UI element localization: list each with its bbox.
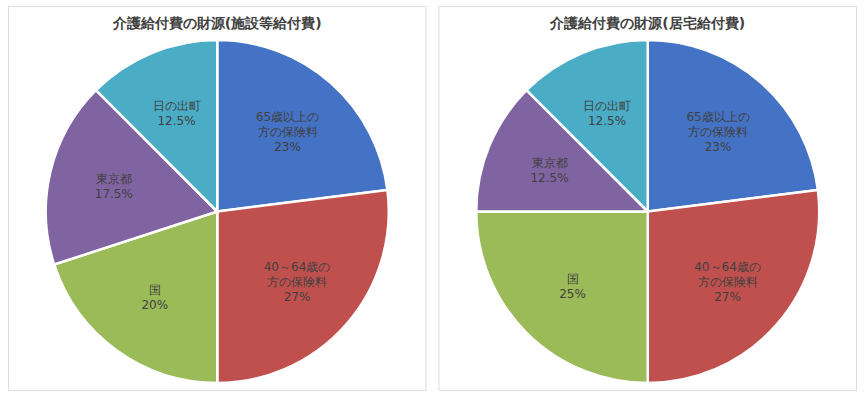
slice-value-label: 12.5% <box>157 114 195 128</box>
chart-root: 介護給付費の財源(施設等給付費)65歳以上の方の保険料23%40～64歳の方の保… <box>0 0 865 397</box>
slice-category: 65歳以上の <box>256 110 319 124</box>
slice-category: 40～64歳の <box>694 260 761 274</box>
slice-label: 65歳以上の方の保険料23% <box>686 110 749 154</box>
slice-category: 方の保険料 <box>258 125 318 139</box>
slice-category: 40～64歳の <box>264 260 331 274</box>
chart-title: 介護給付費の財源(居宅給付費) <box>549 15 745 31</box>
slice-labels: 65歳以上の方の保険料23%40～64歳の方の保険料27%国25%東京都12.5… <box>530 99 760 304</box>
slice-value-label: 23% <box>705 140 732 154</box>
pie-slice <box>217 40 387 212</box>
slice-label: 国20% <box>141 283 168 312</box>
panel-border <box>9 7 427 391</box>
slice-category: 東京都 <box>532 156 568 170</box>
pie-slice <box>217 190 389 383</box>
slice-value-label: 27% <box>714 290 741 304</box>
slice-category: 日の出町 <box>583 99 631 113</box>
slice-label: 国25% <box>559 272 586 301</box>
slice-category: 65歳以上の <box>686 110 749 124</box>
pie-slice <box>96 40 217 212</box>
slice-value-label: 27% <box>284 290 311 304</box>
pie-slice <box>476 212 648 384</box>
slice-label: 東京都12.5% <box>530 156 568 185</box>
chart-svg: 介護給付費の財源(施設等給付費)65歳以上の方の保険料23%40～64歳の方の保… <box>0 0 865 397</box>
pie-slice <box>648 40 818 212</box>
slice-value-label: 12.5% <box>530 171 568 185</box>
slice-category: 方の保険料 <box>688 125 748 139</box>
slice-labels: 65歳以上の方の保険料23%40～64歳の方の保険料27%国20%東京都17.5… <box>95 99 330 312</box>
slice-category: 東京都 <box>96 172 132 186</box>
slice-value-label: 23% <box>274 140 301 154</box>
slice-label: 日の出町12.5% <box>583 99 631 128</box>
panel-border <box>439 7 857 391</box>
slice-value-label: 20% <box>141 298 168 312</box>
slice-value-label: 17.5% <box>95 187 133 201</box>
slice-value-label: 25% <box>559 287 586 301</box>
pie-panel: 介護給付費の財源(居宅給付費)65歳以上の方の保険料23%40～64歳の方の保険… <box>439 7 857 391</box>
slice-label: 日の出町12.5% <box>153 99 201 128</box>
chart-title: 介護給付費の財源(施設等給付費) <box>112 15 322 31</box>
pie-slice <box>526 40 647 212</box>
slice-category: 方の保険料 <box>698 275 758 289</box>
slice-label: 65歳以上の方の保険料23% <box>256 110 319 154</box>
slice-label: 40～64歳の方の保険料27% <box>264 260 331 304</box>
pie-panel: 介護給付費の財源(施設等給付費)65歳以上の方の保険料23%40～64歳の方の保… <box>9 7 427 391</box>
slice-category: 国 <box>567 272 579 286</box>
slice-category: 日の出町 <box>153 99 201 113</box>
slices <box>476 40 819 383</box>
slices <box>46 40 389 383</box>
slice-category: 国 <box>149 283 161 297</box>
pie-slice <box>648 190 820 383</box>
slice-label: 40～64歳の方の保険料27% <box>694 260 761 304</box>
slice-category: 方の保険料 <box>267 275 327 289</box>
slice-value-label: 12.5% <box>588 114 626 128</box>
slice-label: 東京都17.5% <box>95 172 133 201</box>
